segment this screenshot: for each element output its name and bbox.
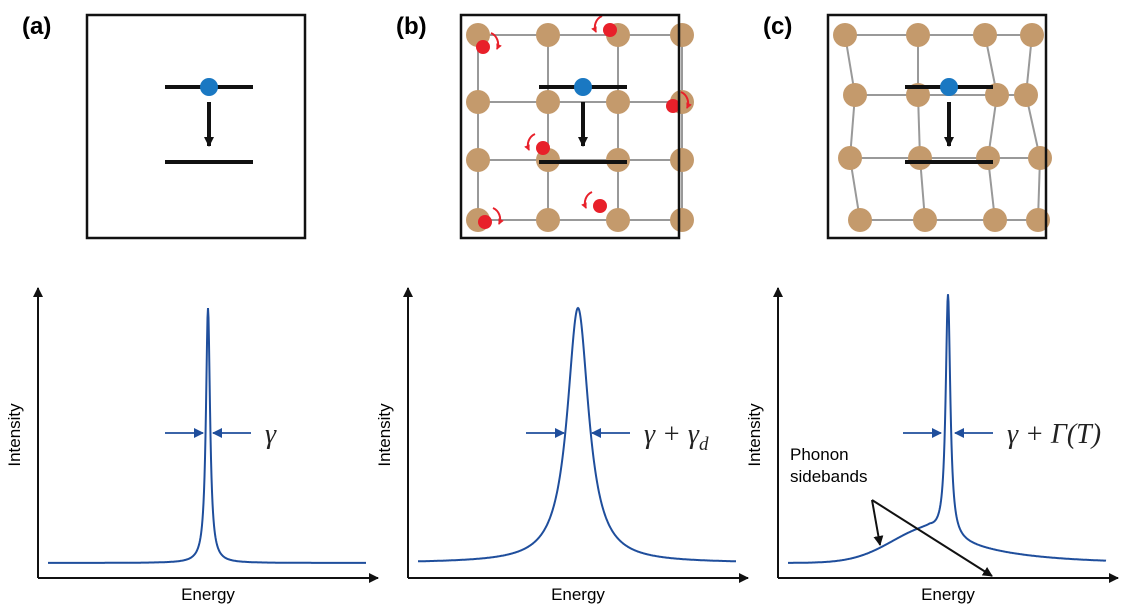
atom — [1028, 146, 1052, 170]
panel-frame — [459, 13, 681, 240]
defect — [603, 23, 617, 37]
atom — [606, 208, 630, 232]
atom — [536, 90, 560, 114]
atom — [670, 148, 694, 172]
atom — [843, 83, 867, 107]
vibration-arrow — [591, 15, 603, 33]
panel-label: (a) — [22, 13, 51, 40]
defect — [666, 99, 680, 113]
defect — [476, 40, 490, 54]
y-axis-label: Intensity — [745, 403, 764, 467]
defect — [478, 215, 492, 229]
annotation-arrow — [871, 499, 993, 577]
electron — [574, 78, 592, 96]
atom — [838, 146, 862, 170]
linewidth-main: γ + Γ(T) — [1007, 419, 1101, 450]
x-axis-label: Energy — [181, 585, 235, 604]
atom — [606, 90, 630, 114]
spectrum — [788, 294, 1107, 564]
atom — [848, 208, 872, 232]
linewidth-label: γ + Γ(T) — [1007, 419, 1101, 450]
x-axis-label: Energy — [921, 585, 975, 604]
linewidth-sub: d — [699, 434, 709, 455]
atom — [1014, 83, 1038, 107]
annotation-arrow — [871, 499, 884, 546]
spectrum — [418, 306, 736, 563]
atom — [1020, 23, 1044, 47]
atom — [1026, 208, 1050, 232]
panel-frame — [85, 13, 307, 240]
spectrum — [48, 307, 366, 564]
linewidth-label: γ — [265, 419, 277, 450]
atom — [466, 148, 490, 172]
vibration-arrow — [492, 207, 504, 225]
x-axis-label: Energy — [551, 585, 605, 604]
electron — [200, 78, 218, 96]
panel-frame — [826, 13, 1048, 240]
atom — [670, 23, 694, 47]
atom — [976, 146, 1000, 170]
atom — [670, 208, 694, 232]
electron — [940, 78, 958, 96]
linewidth-main: γ + γ — [644, 419, 700, 450]
panel-label: (c) — [763, 13, 792, 40]
vibration-arrow — [581, 191, 593, 209]
vibration-arrow — [524, 133, 536, 151]
y-axis-label: Intensity — [5, 403, 24, 467]
annotation: sidebands — [790, 467, 868, 486]
defect — [536, 141, 550, 155]
atom — [536, 208, 560, 232]
atom — [906, 23, 930, 47]
atom — [973, 23, 997, 47]
vibration-arrow — [490, 32, 502, 50]
defect — [593, 199, 607, 213]
atom — [913, 208, 937, 232]
atom — [466, 90, 490, 114]
annotation: Phonon — [790, 445, 849, 464]
atom — [983, 208, 1007, 232]
y-axis-label: Intensity — [375, 403, 394, 467]
panel-label: (b) — [396, 13, 427, 40]
linewidth-label: γ + γd — [644, 419, 709, 455]
vibration-arrow — [680, 91, 692, 109]
atom — [908, 146, 932, 170]
linewidth-main: γ — [265, 419, 277, 450]
atom — [833, 23, 857, 47]
atom — [536, 23, 560, 47]
